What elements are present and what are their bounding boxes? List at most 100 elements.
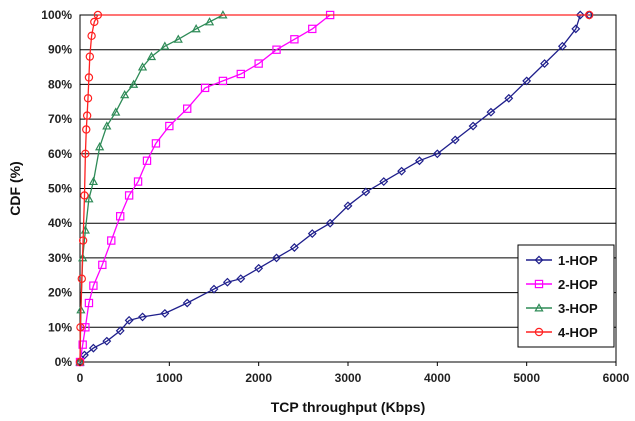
data-point-4-hop [77,274,86,283]
legend-marker [534,303,544,312]
data-point-4-hop [82,125,91,134]
data-point-4-hop [84,73,94,82]
data-point-3-hop [160,41,170,50]
y-tick-label: 30% [48,251,72,265]
data-point-2-hop [107,236,116,245]
data-point-3-hop [128,79,139,88]
series-layer [75,10,594,367]
data-point-1-hop [361,187,371,197]
data-point-4-hop [78,236,88,245]
data-point-1-hop [379,177,389,187]
data-point-1-hop [486,107,496,117]
legend-marker [534,327,544,337]
data-point-4-hop [585,10,594,20]
data-point-1-hop [397,166,407,176]
legend-label: 1-HOP [558,253,598,268]
legend-box [517,244,615,348]
data-point-2-hop [98,260,107,270]
x-tick-label: 6000 [603,371,630,385]
data-point-2-hop [308,24,317,34]
x-tick-label: 5000 [513,371,540,385]
data-point-2-hop [81,323,90,332]
data-point-1-hop [236,274,246,284]
legend-item-2-hop: 2-HOP [526,277,598,292]
y-tick-label: 20% [48,286,72,300]
data-point-1-hop [450,135,460,145]
legend: 1-HOP 2-HOP 3-HOP 4-HOP [517,244,615,348]
x-tick-label: 1000 [156,371,183,385]
series-line-1-hop [79,14,590,363]
y-tick-label: 50% [48,182,72,196]
y-tick-label: 10% [48,320,72,334]
legend-item-4-hop: 4-HOP [526,325,598,340]
data-point-4-hop [83,94,93,103]
data-point-4-hop [90,17,99,27]
y-tick-label: 0% [55,355,73,369]
data-point-1-hop [254,263,264,273]
legend-item-3-hop: 3-HOP [526,301,598,316]
data-point-1-hop [102,336,112,346]
data-point-2-hop [254,59,263,68]
legend-marker [534,255,544,265]
data-point-1-hop [80,350,89,360]
data-point-2-hop [142,156,152,165]
y-tick-label: 70% [48,112,72,126]
y-axis-title: CDF (%) [7,161,23,215]
data-point-4-hop [81,149,90,158]
data-point-1-hop [504,93,514,103]
data-point-1-hop [138,312,147,322]
data-point-3-hop [120,89,130,99]
data-point-1-hop [415,156,424,166]
axis-ticks: 0% 10% 20% 30% 40% 50% 60% 70% 80% 90% 100% 0 1000 20… [41,8,629,385]
data-point-2-hop [89,281,98,290]
data-point-2-hop [78,340,87,349]
data-point-1-hop [432,149,442,159]
x-tick-label: 4000 [424,371,451,385]
data-point-1-hop [575,10,585,20]
data-point-3-hop [95,142,105,151]
data-point-1-hop [343,201,353,211]
data-point-3-hop [146,51,157,61]
data-point-2-hop [236,69,245,79]
data-point-2-hop [115,212,125,221]
data-point-1-hop [272,253,281,263]
data-point-2-hop [218,76,228,86]
data-point-4-hop [85,52,95,61]
x-axis-title: TCP throughput (Kbps) [271,399,426,415]
series-line-2-hop [79,14,331,363]
data-point-3-hop [102,121,112,130]
data-point-4-hop [76,323,85,332]
data-point-1-hop [571,24,581,34]
data-point-1-hop [307,229,317,239]
data-point-1-hop [557,41,567,51]
legend-label: 4-HOP [558,325,598,340]
data-point-1-hop [160,308,170,318]
legend-label: 3-HOP [558,301,598,316]
x-tick-label: 3000 [335,371,362,385]
y-tick-label: 90% [48,43,72,57]
data-point-1-hop [325,218,335,228]
data-point-2-hop [84,298,94,308]
data-point-1-hop [222,277,232,287]
data-point-1-hop [468,121,478,131]
data-point-3-hop [173,34,183,43]
data-point-2-hop [151,139,161,148]
data-point-2-hop [124,191,134,200]
data-point-2-hop [165,121,174,131]
data-point-1-hop [182,298,192,308]
legend-item-1-hop: 1-HOP [526,253,598,268]
legend-label: 2-HOP [558,277,598,292]
data-point-1-hop [540,59,549,69]
series-4-hop [75,10,594,367]
series-line-3-hop [79,14,224,363]
data-point-1-hop [124,315,134,325]
data-point-3-hop [88,176,99,186]
x-tick-label: 2000 [245,371,272,385]
x-tick-label: 0 [77,371,84,385]
data-point-2-hop [290,35,299,44]
data-point-1-hop [209,284,219,294]
data-point-3-hop [111,107,121,116]
y-tick-label: 40% [48,216,72,230]
y-tick-label: 100% [41,8,72,22]
